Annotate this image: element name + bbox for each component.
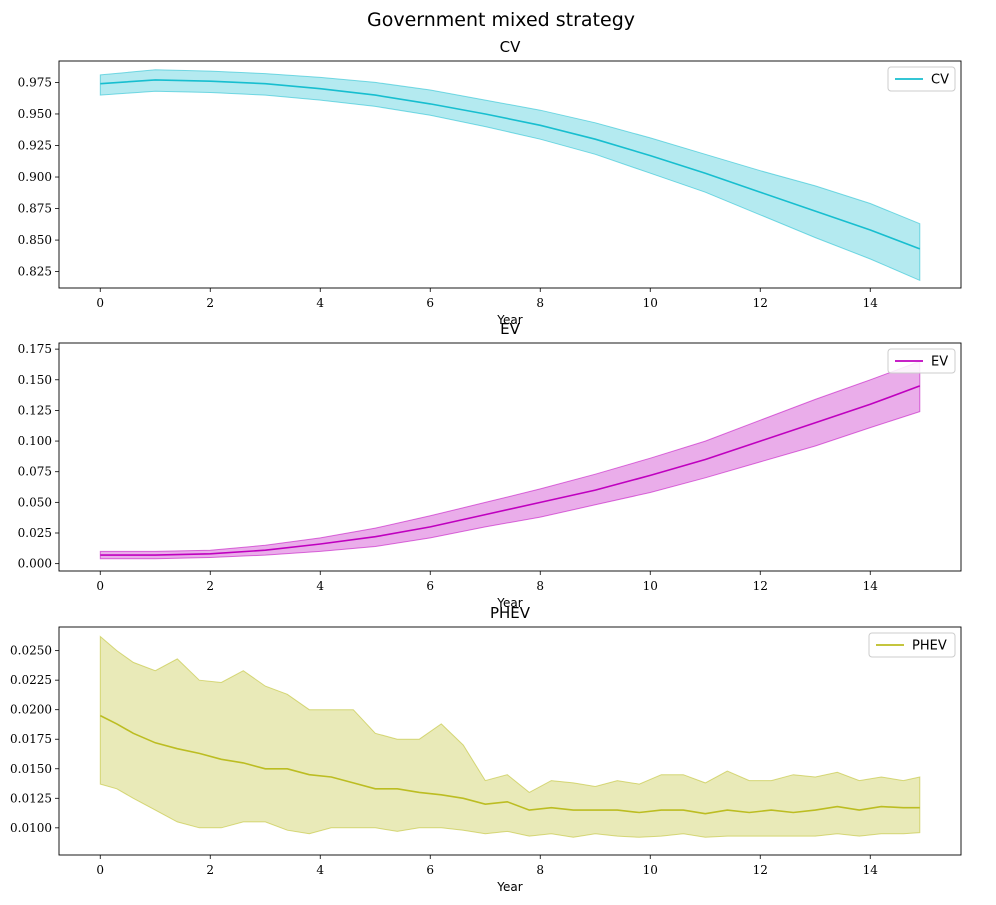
legend: CV bbox=[887, 66, 956, 92]
legend-label: CV bbox=[931, 73, 949, 88]
y-tick-label: 0.950 bbox=[18, 107, 52, 121]
x-tick-label: 14 bbox=[863, 579, 879, 593]
x-tick-label: 8 bbox=[536, 579, 544, 593]
figure-title: Government mixed strategy bbox=[367, 9, 635, 31]
x-axis-label: Year bbox=[496, 596, 522, 610]
axes-frame bbox=[58, 342, 962, 572]
x-tick-label: 0 bbox=[96, 863, 104, 877]
axes-frame bbox=[58, 626, 962, 856]
axes-frame bbox=[58, 60, 962, 289]
confidence-band-ev bbox=[99, 360, 921, 560]
x-tick-label: 12 bbox=[753, 863, 768, 877]
y-tick-label: 0.000 bbox=[18, 557, 52, 571]
legend-label: PHEV bbox=[912, 639, 947, 654]
series-line-cv bbox=[100, 79, 921, 250]
x-tick-label: 2 bbox=[206, 863, 214, 877]
x-tick-label: 8 bbox=[536, 296, 544, 310]
y-tick-label: 0.0225 bbox=[10, 673, 52, 687]
y-tick-label: 0.975 bbox=[18, 75, 52, 89]
x-tick-label: 8 bbox=[536, 863, 544, 877]
legend: EV bbox=[887, 348, 956, 374]
series-line-phev bbox=[99, 714, 920, 815]
chart-title: PHEV bbox=[490, 604, 531, 622]
chart-panel-ev: 0 2 4 6 8 10 12 14 0.000 0.025 0.050 0.075 0.100 0.12… bbox=[18, 320, 962, 610]
y-tick-label: 0.850 bbox=[18, 233, 52, 247]
y-tick-label: 0.025 bbox=[18, 526, 52, 540]
y-tick-label: 0.150 bbox=[18, 373, 52, 387]
y-tick-label: 0.075 bbox=[18, 465, 52, 479]
confidence-band-cv bbox=[99, 69, 921, 282]
chart-title: EV bbox=[500, 320, 520, 338]
y-tick-label: 0.900 bbox=[18, 170, 52, 184]
x-tick-label: 6 bbox=[426, 579, 434, 593]
x-tick-label: 2 bbox=[206, 579, 214, 593]
x-tick-label: 0 bbox=[96, 579, 104, 593]
y-tick-label: 0.0175 bbox=[10, 732, 52, 746]
legend-label: EV bbox=[931, 355, 948, 370]
x-tick-label: 10 bbox=[643, 296, 658, 310]
confidence-band-phev bbox=[99, 635, 921, 838]
y-tick-label: 0.050 bbox=[18, 495, 52, 509]
x-tick-label: 10 bbox=[643, 579, 658, 593]
y-tick-label: 0.175 bbox=[18, 342, 52, 356]
y-tick-label: 0.0100 bbox=[10, 821, 52, 835]
x-tick-label: 2 bbox=[206, 296, 214, 310]
x-tick-label: 14 bbox=[863, 863, 879, 877]
y-tick-label: 0.825 bbox=[18, 265, 52, 279]
x-tick-label: 12 bbox=[753, 296, 768, 310]
x-tick-label: 10 bbox=[643, 863, 658, 877]
y-tick-label: 0.125 bbox=[18, 403, 52, 417]
chart-panel-cv: 0 2 4 6 8 10 12 14 0.825 0.850 0.875 0.900 0.925 0.95… bbox=[18, 38, 962, 327]
x-tick-label: 6 bbox=[426, 296, 434, 310]
x-tick-label: 4 bbox=[316, 863, 324, 877]
y-tick-label: 0.875 bbox=[18, 202, 52, 216]
chart-panel-phev: 0 2 4 6 8 10 12 14 0.0100 0.0125 0.0150 0.0175 0.020… bbox=[10, 604, 962, 894]
y-tick-label: 0.0250 bbox=[10, 644, 52, 658]
y-tick-label: 0.100 bbox=[18, 434, 52, 448]
y-tick-label: 0.925 bbox=[18, 138, 52, 152]
x-axis-label: Year bbox=[496, 313, 522, 327]
y-tick-label: 0.0150 bbox=[10, 762, 52, 776]
chart-title: CV bbox=[500, 38, 521, 56]
legend: PHEV bbox=[868, 632, 956, 658]
x-tick-label: 0 bbox=[96, 296, 104, 310]
y-tick-label: 0.0125 bbox=[10, 791, 52, 805]
x-tick-label: 14 bbox=[863, 296, 879, 310]
x-tick-label: 4 bbox=[316, 579, 324, 593]
x-tick-label: 12 bbox=[753, 579, 768, 593]
series-line-ev bbox=[100, 385, 921, 556]
x-axis-label: Year bbox=[496, 880, 522, 894]
x-tick-label: 6 bbox=[426, 863, 434, 877]
y-tick-label: 0.0200 bbox=[10, 703, 52, 717]
legend-box bbox=[868, 632, 956, 658]
x-tick-label: 4 bbox=[316, 296, 324, 310]
